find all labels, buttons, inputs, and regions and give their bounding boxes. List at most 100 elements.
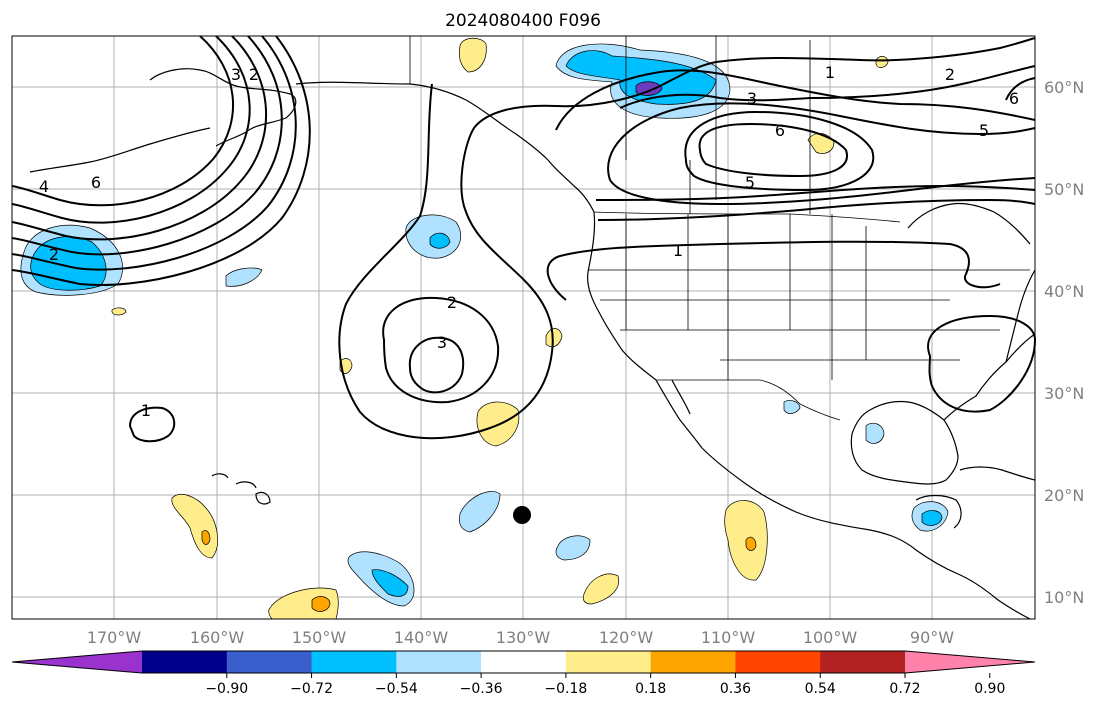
contour-label: 2 [447, 293, 457, 312]
contour-label: 1 [673, 241, 683, 260]
lon-label: 90°W [910, 628, 954, 647]
lon-label: 140°W [394, 628, 449, 647]
contour-us-2 [597, 198, 1036, 221]
anomaly-yellow-hudson [875, 56, 889, 68]
contour-us-3 [595, 184, 1036, 201]
lon-label: 170°W [87, 628, 142, 647]
coast-hawaii-3 [255, 491, 271, 505]
colorbar-segment [820, 651, 906, 673]
lat-label: 20°N [1044, 486, 1084, 505]
border-us-mexico [655, 379, 841, 421]
contour-label: 2 [945, 65, 955, 84]
anomaly-blue-east-pac-1 [458, 491, 501, 533]
colorbar-tick-label: 0.90 [974, 681, 1005, 697]
anomaly-blue-gulf-mexico [865, 422, 885, 444]
anomaly-yellow-east-pac [582, 573, 620, 605]
anomaly-yellow-small [111, 307, 127, 316]
contour-2-pacific [382, 296, 500, 404]
lat-label: 30°N [1044, 384, 1084, 403]
anomaly-blue-hawaii-s-inner [371, 569, 409, 597]
contour-us-1 [546, 240, 1001, 301]
coast-us-west [587, 211, 657, 381]
anomaly-blue-gulf-inner [429, 232, 451, 249]
contour-west-nested-6 [11, 35, 311, 286]
contour-lines [11, 35, 1037, 443]
lon-label: 120°W [599, 628, 654, 647]
contour-trough-1 [338, 37, 1036, 440]
marker-dot [513, 506, 531, 524]
contour-label: 6 [775, 121, 785, 140]
coast-alaska-south [295, 81, 549, 161]
map-panel: 3 2 4 6 2 2 3 1 1 3 6 5 1 2 5 6 [11, 35, 1037, 620]
contour-west-nested-1 [11, 35, 234, 207]
coast-yucatan [915, 494, 962, 529]
colorbar-segment [311, 651, 397, 673]
coast-hawaii-2 [235, 481, 257, 489]
contour-label: 6 [1009, 89, 1019, 108]
anomaly-yellow-canada [807, 133, 835, 154]
latitude-labels: 60°N 50°N 40°N 30°N 20°N 10°N [1044, 78, 1084, 607]
colorbar-tick-label: 0.36 [720, 681, 751, 697]
contour-label: 5 [745, 173, 755, 192]
longitude-labels: 170°W 160°W 150°W 140°W 130°W 120°W 110°… [87, 628, 954, 647]
coast-mexico-west [701, 447, 959, 575]
contour-label: 3 [747, 89, 757, 108]
colorbar-segment [565, 651, 652, 673]
colorbar-outline [11, 650, 1036, 674]
border-states-2 [588, 269, 1030, 361]
coast-hawaii-1 [211, 473, 229, 479]
lon-label: 160°W [190, 628, 245, 647]
coast-florida [943, 333, 1036, 421]
contour-ne-6 [1005, 77, 1036, 101]
coast-gulf [850, 400, 959, 485]
contour-label-group: 3 2 4 6 2 2 3 1 1 3 6 5 1 2 5 6 [39, 63, 1019, 420]
colorbar-segment [226, 651, 313, 673]
border-states-1 [625, 214, 867, 380]
lon-label: 100°W [803, 628, 858, 647]
colorbar-extend-high [905, 651, 1035, 673]
contour-canada-3 [619, 65, 1036, 109]
coast-central-am [957, 573, 1031, 620]
contour-west-nested-5 [11, 35, 297, 271]
contour-label: 1 [825, 63, 835, 82]
lon-label: 150°W [292, 628, 347, 647]
anomaly-orange-south [311, 596, 331, 612]
coast-hudson [907, 202, 1031, 245]
contour-label: 2 [49, 245, 59, 264]
anomaly-orange-hawaii [201, 530, 211, 545]
contour-label: 3 [231, 65, 241, 84]
colorbar-segment [481, 651, 567, 673]
contour-west-nested-3 [11, 35, 267, 241]
map-frame [11, 35, 1036, 620]
colorbar-segment [650, 651, 736, 673]
colorbar-segment [396, 651, 482, 673]
lat-label: 10°N [1044, 588, 1084, 607]
lon-label: 110°W [701, 628, 756, 647]
lat-label: 60°N [1044, 78, 1084, 97]
anomaly-blue-east-pac-2 [555, 535, 591, 561]
contour-label: 3 [437, 333, 447, 352]
contour-label: 4 [39, 177, 49, 196]
colorbar-tick-label: −0.36 [460, 681, 503, 697]
contour-label: 5 [979, 121, 989, 140]
anomaly-blue-texas [783, 400, 801, 414]
contour-canada-5 [684, 110, 875, 192]
contour-3-pacific [408, 336, 465, 394]
contour-west-nested-4 [11, 35, 283, 256]
colorbar-tick-label: 0.18 [635, 681, 666, 697]
coast-baja [655, 379, 703, 449]
border-us-canada [593, 211, 901, 223]
colorbar-tick-label: −0.54 [375, 681, 418, 697]
contour-canada-6 [698, 122, 848, 178]
lon-label: 130°W [496, 628, 551, 647]
contour-canada-outer [555, 69, 1036, 131]
contour-west-nested-2 [11, 35, 251, 224]
coast-bc [547, 159, 595, 213]
lat-label: 50°N [1044, 180, 1084, 199]
colorbar-tick-label: −0.72 [290, 681, 333, 697]
contour-east-loop [927, 314, 1037, 413]
colorbar: −0.90 −0.72 −0.54 −0.36 −0.18 0.18 0.36 0.54 0.7… [11, 650, 1036, 697]
coast-aleutians [29, 127, 211, 173]
colorbar-tick-label: 0.72 [889, 681, 920, 697]
